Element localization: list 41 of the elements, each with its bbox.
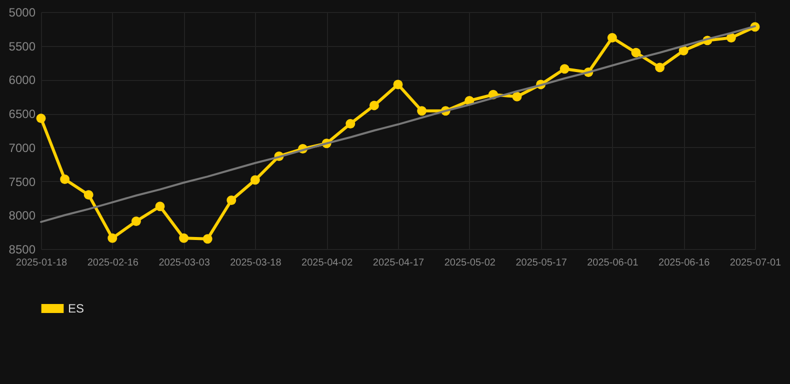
point (512, 92, 522, 102)
point (202, 234, 212, 244)
point (655, 62, 665, 72)
x-tick-label: 2025-03-18 (230, 258, 282, 268)
legend-label: ES (68, 302, 84, 316)
x-tick-label: 2025-02-16 (87, 258, 139, 268)
y-tick-label: 7000 (8, 140, 36, 155)
point (226, 196, 236, 205)
y-tick-label: 7500 (8, 174, 36, 189)
point (369, 100, 379, 110)
x-tick-label: 2025-06-16 (658, 258, 710, 268)
x-tick-label: 2025-03-03 (158, 258, 210, 268)
point (393, 80, 403, 90)
y-tick-label: 8000 (8, 208, 36, 223)
x-tick-label: 2025-04-02 (302, 258, 354, 268)
y-tick-label: 5000 (8, 6, 36, 20)
y-tick-label: 8500 (8, 242, 36, 256)
point (678, 46, 688, 56)
y-tick-label: 5500 (8, 39, 36, 54)
x-tick-label: 2025-05-02 (444, 258, 496, 268)
point (84, 190, 94, 200)
point (131, 216, 141, 226)
point (607, 33, 617, 42)
point (60, 174, 70, 184)
point (631, 48, 641, 58)
y-tick-label: 6000 (8, 73, 36, 88)
point (726, 33, 736, 42)
point (36, 114, 46, 124)
x-tick-label: 2025-04-17 (372, 258, 425, 268)
point (250, 175, 260, 185)
point (346, 118, 356, 128)
point (179, 233, 189, 243)
point (155, 202, 165, 212)
x-tick-label: 2025-01-18 (16, 258, 68, 268)
point (417, 106, 427, 116)
y-tick-label: 6500 (8, 107, 36, 122)
x-tick-label: 2025-06-01 (587, 258, 639, 268)
point (560, 64, 570, 74)
x-tick-label: 2025-07-01 (730, 258, 782, 268)
point (108, 233, 118, 243)
x-tick-label: 2025-05-17 (516, 258, 568, 268)
